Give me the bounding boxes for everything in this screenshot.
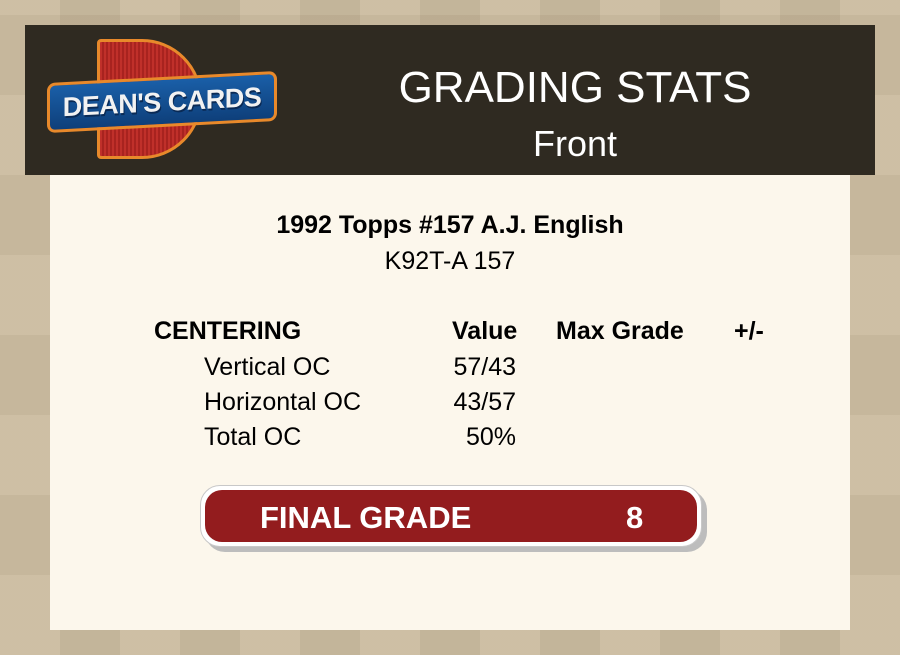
col-value: Value bbox=[452, 317, 518, 345]
logo-banner: DEAN'S CARDS bbox=[47, 70, 277, 134]
row-label-total: Total OC bbox=[204, 423, 302, 451]
final-grade-bar: FINAL GRADE 8 bbox=[200, 485, 702, 547]
stats-panel: 1992 Topps #157 A.J. English K92T-A 157 … bbox=[50, 175, 850, 630]
deans-cards-logo: DEAN'S CARDS bbox=[47, 39, 282, 163]
card-title: 1992 Topps #157 A.J. English bbox=[276, 211, 624, 239]
row-value-vertical: 57/43 bbox=[453, 353, 516, 381]
col-centering: CENTERING bbox=[154, 317, 302, 345]
page-title: GRADING STATS bbox=[398, 63, 752, 112]
row-label-vertical: Vertical OC bbox=[204, 353, 331, 381]
final-grade-label: FINAL GRADE bbox=[260, 500, 472, 535]
final-grade-value: 8 bbox=[626, 500, 644, 535]
final-grade-fill: FINAL GRADE 8 bbox=[205, 490, 697, 542]
header: DEAN'S CARDS GRADING STATS Front bbox=[25, 25, 875, 175]
row-label-horizontal: Horizontal OC bbox=[204, 388, 361, 416]
col-max-grade: Max Grade bbox=[556, 317, 684, 345]
logo-text: DEAN'S CARDS bbox=[62, 81, 262, 122]
card-code: K92T-A 157 bbox=[384, 247, 516, 275]
row-value-total: 50% bbox=[465, 423, 516, 451]
page-subtitle: Front bbox=[532, 123, 618, 164]
row-value-horizontal: 43/57 bbox=[453, 388, 516, 416]
col-plus-minus: +/- bbox=[734, 317, 764, 345]
